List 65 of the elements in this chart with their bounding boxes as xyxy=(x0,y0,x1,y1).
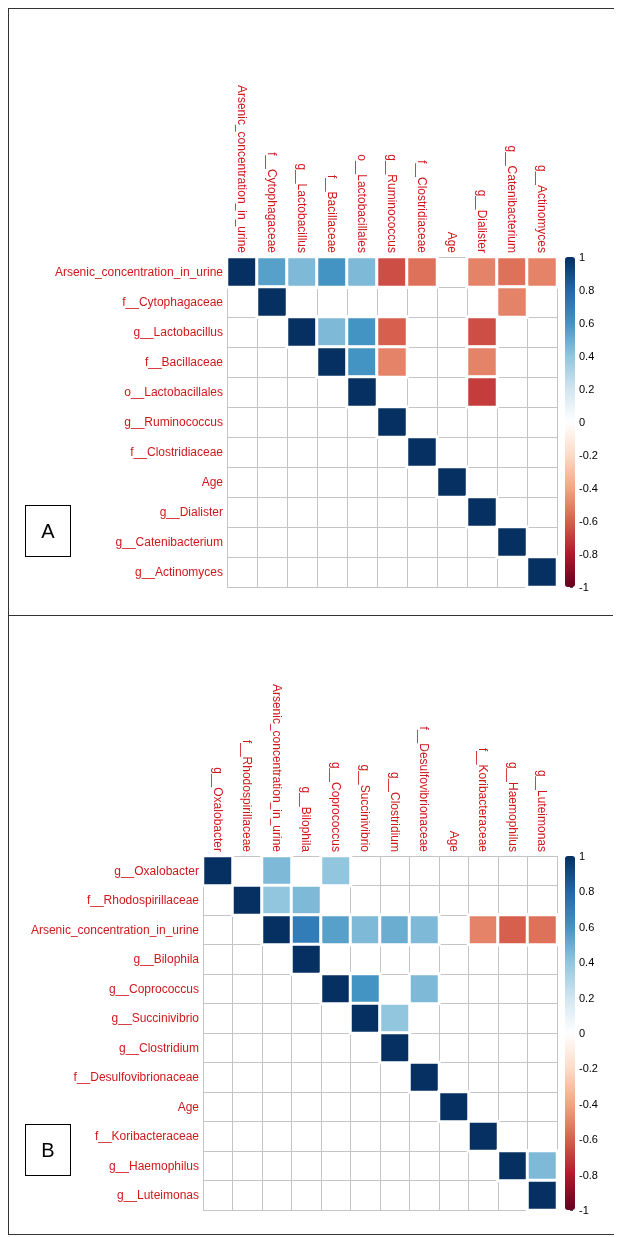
y-tick-label: f__Bacillaceae xyxy=(144,355,224,369)
x-tick-label: g__Bilophila xyxy=(299,786,314,853)
color-bar-label: 0.6 xyxy=(579,920,595,933)
color-bar-label: 0 xyxy=(579,1027,586,1039)
y-tick-label: g__Actinomyces xyxy=(134,565,223,579)
color-bar-label: 0.4 xyxy=(579,956,595,969)
color-bar-label: -0.6 xyxy=(579,1133,598,1146)
y-tick-label: g__Luteimonas xyxy=(116,1188,199,1203)
x-tick-label: f__Koribacteraceae xyxy=(476,747,491,853)
color-bar-label: -0.4 xyxy=(579,1097,598,1110)
color-bar-label: 1 xyxy=(579,850,586,862)
y-tick-label: Arsenic_concentration_in_urine xyxy=(54,265,224,279)
x-tick-label: g__Dialister xyxy=(475,189,489,253)
x-tick-label: g__Succinivibrio xyxy=(358,764,373,853)
color-bar-label: -0.6 xyxy=(579,515,598,527)
color-bar-label: 0.2 xyxy=(579,383,595,395)
y-tick-label: f__Cytophagaceae xyxy=(122,295,224,309)
x-tick-label: o__Lactobacillales xyxy=(355,154,369,253)
color-bar-label: -0.8 xyxy=(579,1168,598,1181)
x-tick-label: g__Lactobacillus xyxy=(295,163,309,253)
x-tick-label: g__Ruminococcus xyxy=(385,154,399,253)
text: B xyxy=(25,1124,71,1176)
color-bar-label: -1 xyxy=(579,581,589,593)
color-bar-label: -0.4 xyxy=(579,482,598,494)
color-bar-label: -0.2 xyxy=(579,1062,598,1075)
x-tick-label: g__Haemophilus xyxy=(505,761,520,852)
y-tick-label: o__Lactobacillales xyxy=(124,385,223,399)
y-tick-label: g__Clostridium xyxy=(118,1040,199,1055)
x-tick-label: g__Coprococcus xyxy=(328,761,343,852)
y-tick-label: g__Lactobacillus xyxy=(133,325,223,339)
color-bar-label: 0.4 xyxy=(579,350,595,362)
x-tick-label: f__Clostridiaceae xyxy=(415,160,429,254)
y-tick-label: f__Koribacteraceae xyxy=(94,1129,200,1144)
color-bar-label: 1 xyxy=(579,251,586,263)
y-tick-label: g__Ruminococcus xyxy=(124,415,223,429)
y-tick-label: g__Bilophila xyxy=(133,952,200,967)
x-tick-label: Age xyxy=(445,231,459,254)
x-tick-label: g__Luteimonas xyxy=(535,769,550,852)
x-tick-label: Age xyxy=(446,830,461,853)
x-tick-label: g__Clostridium xyxy=(387,771,402,852)
y-tick-label: g__Oxalobacter xyxy=(114,863,199,878)
y-tick-label: Age xyxy=(201,475,224,489)
color-bar-label: -0.2 xyxy=(579,449,598,461)
y-tick-label: g__Dialister xyxy=(159,505,223,519)
x-tick-label: f__Bacillaceae xyxy=(325,174,339,254)
y-tick-label: Arsenic_concentration_in_urine xyxy=(30,922,200,937)
color-bar-label: -0.8 xyxy=(579,548,598,560)
color-bar-label: 0 xyxy=(579,416,586,428)
y-tick-label: f__Rhodospirillaceae xyxy=(86,893,200,908)
x-tick-label: f__Desulfovibrionaceae xyxy=(417,726,432,853)
y-tick-label: g__Coprococcus xyxy=(108,981,199,996)
y-tick-label: f__Desulfovibrionaceae xyxy=(73,1070,200,1085)
y-tick-label: Age xyxy=(177,1099,200,1114)
x-tick-label: g__Actinomyces xyxy=(535,164,549,253)
y-tick-label: g__Succinivibrio xyxy=(111,1011,200,1026)
x-tick-label: g__Catenibacterium xyxy=(505,145,519,253)
color-bar-label: 0.6 xyxy=(579,317,595,329)
text: A xyxy=(25,505,71,557)
color-bar-label: 0.8 xyxy=(579,885,595,898)
y-tick-label: g__Catenibacterium xyxy=(115,535,223,549)
color-bar-label: -1 xyxy=(579,1204,589,1216)
color-bar-label: 0.2 xyxy=(579,991,595,1004)
y-tick-label: g__Haemophilus xyxy=(108,1158,199,1173)
color-bar-label: 0.8 xyxy=(579,284,595,296)
y-tick-label: f__Clostridiaceae xyxy=(130,445,224,459)
